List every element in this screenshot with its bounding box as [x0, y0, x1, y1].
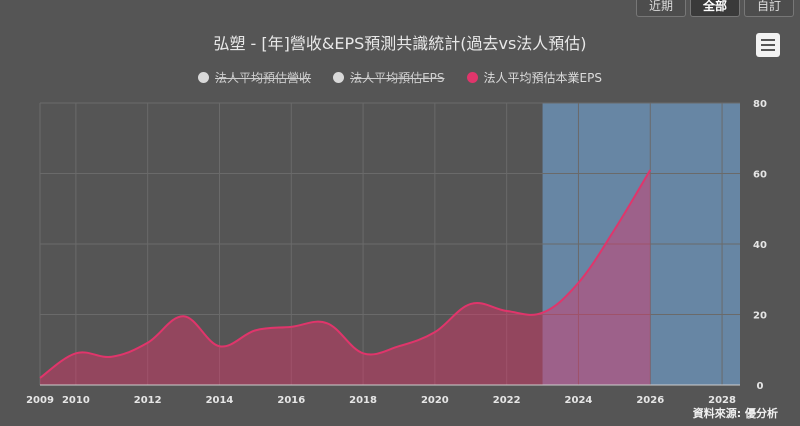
- range-tabs: 近期 全部 自訂: [635, 0, 794, 17]
- series-area: [40, 169, 651, 385]
- x-tick-label: 2024: [565, 395, 593, 406]
- legend-dot-icon: [333, 72, 345, 83]
- y-tick-label: 20: [753, 311, 767, 322]
- x-tick-label: 2012: [134, 395, 162, 406]
- legend-item-eps[interactable]: 法人平均預估EPS: [333, 69, 445, 86]
- x-tick-label: 2018: [349, 395, 377, 406]
- y-tick-label: 80: [753, 99, 767, 110]
- legend-label: 法人平均預估本業EPS: [483, 71, 602, 85]
- legend-dot-icon: [198, 72, 210, 83]
- x-tick-label: 2026: [636, 395, 664, 406]
- tab-recent[interactable]: 近期: [635, 0, 686, 17]
- y-tick-label: 60: [753, 170, 767, 181]
- x-tick-label: 2016: [277, 395, 305, 406]
- chart-title: 弘塑 - [年]營收&EPS預測共識統計(過去vs法人預估): [213, 34, 587, 53]
- x-tick-label: 2010: [62, 395, 90, 406]
- hamburger-menu-icon[interactable]: [756, 33, 780, 57]
- x-tick-label: 2028: [708, 395, 736, 406]
- x-tick-label: 2022: [493, 395, 521, 406]
- chart-legend: 法人平均預估營收 法人平均預估EPS 法人平均預估本業EPS: [0, 69, 800, 86]
- x-tick-label: 2020: [421, 395, 449, 406]
- legend-dot-icon: [466, 72, 478, 83]
- legend-item-core-eps[interactable]: 法人平均預估本業EPS: [466, 69, 602, 86]
- series-line: [39, 169, 652, 379]
- data-source-note: 資料來源: 優分析: [692, 407, 778, 420]
- x-tick-label: 2009: [26, 395, 54, 406]
- y-tick-label: 0: [757, 381, 764, 392]
- x-tick-label: 2014: [206, 395, 234, 406]
- tab-custom[interactable]: 自訂: [743, 0, 794, 17]
- y-tick-label: 40: [753, 240, 767, 251]
- tab-all[interactable]: 全部: [689, 0, 740, 17]
- legend-item-revenue[interactable]: 法人平均預估營收: [198, 69, 311, 86]
- legend-label: 法人平均預估營收: [215, 71, 312, 85]
- legend-label: 法人平均預估EPS: [350, 71, 445, 85]
